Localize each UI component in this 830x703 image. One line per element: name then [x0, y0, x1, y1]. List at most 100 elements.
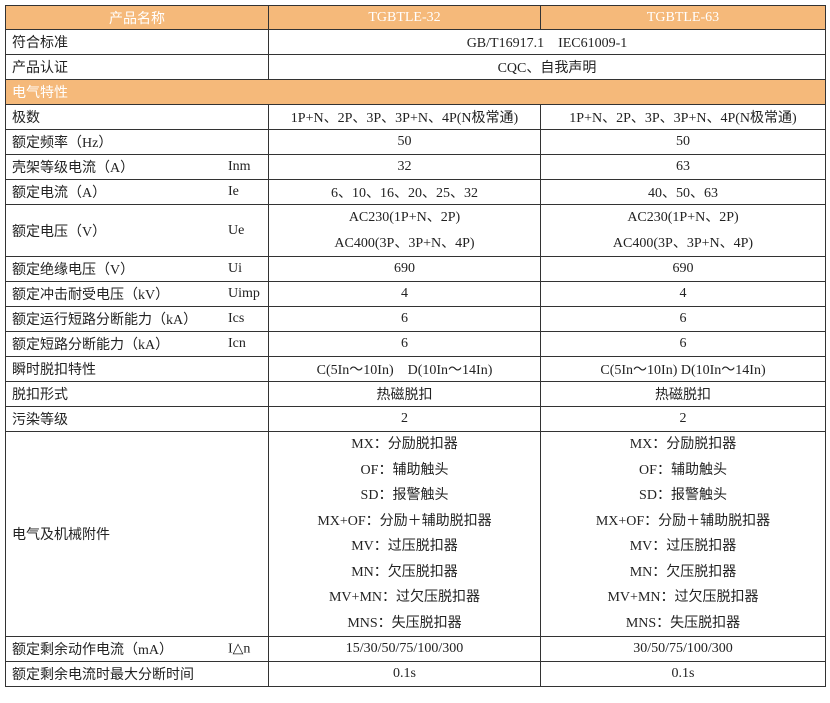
table-row: 瞬时脱扣特性 C(5In～10In) D(10In～14In) C(5In～10In…	[5, 356, 826, 382]
row-value-v2: 690	[540, 256, 826, 282]
row-symbol: Inm	[228, 159, 251, 174]
row-label: 额定电压（V）	[12, 224, 107, 240]
value-line: MNS：失压脱扣器	[347, 615, 462, 631]
value-line: 6	[401, 311, 408, 326]
row-value: CQC、自我声明	[268, 54, 826, 80]
row-value-v1: 6	[268, 331, 541, 357]
row-label: 符合标准	[5, 29, 269, 55]
row-value-v2: C(5In～10In) D(10In～14In)	[540, 356, 826, 382]
row-label: 额定短路分断能力（kA）	[12, 338, 170, 353]
row-label-cell: 额定剩余电流时最大分断时间	[5, 661, 269, 687]
table-row: 污染等级 2 2	[5, 406, 826, 432]
row-label: 额定剩余电流时最大分断时间	[12, 668, 194, 683]
value-line: SD：报警触头	[360, 488, 449, 503]
value-line: 4	[679, 286, 687, 301]
value-line: SD：报警触头	[639, 488, 727, 503]
row-label: 污染等级	[12, 413, 68, 428]
row-value-v1: 热磁脱扣	[268, 381, 541, 407]
value-line: 15/30/50/75/100/300	[345, 641, 464, 656]
table-row: 壳架等级电流（A） Inm 32 63	[5, 154, 826, 180]
row-label-cell: 额定频率（Hz）	[5, 129, 269, 155]
row-value-v2: 50	[540, 129, 826, 155]
value-line: MN：欠压脱扣器	[629, 564, 737, 580]
row-value-v1: 32	[268, 154, 541, 180]
value-line: C(5In～10In) D(10In～14In)	[600, 363, 766, 378]
row-label: 额定频率（Hz）	[12, 136, 113, 151]
value-line: 0.1s	[671, 666, 695, 681]
row-label-cell: 极数	[5, 104, 269, 130]
row-value-v2: 6	[540, 306, 826, 332]
row-value-v2: 0.1s	[540, 661, 826, 687]
row-value-v1: MX：分励脱扣器 OF：辅助触头 SD：报警触头 MX+OF：分励＋辅助脱扣器 MV：过…	[268, 431, 541, 637]
row-symbol: Ie	[228, 184, 239, 199]
table-row: 产品认证 CQC、自我声明	[5, 54, 826, 80]
value-line: AC400(3P、3P+N、4P)	[334, 235, 475, 251]
row-label: 额定剩余动作电流（mA）	[12, 643, 173, 658]
row-label-cell: 壳架等级电流（A） Inm	[5, 154, 269, 180]
table-row: 额定冲击耐受电压（kV） Uimp 4 4	[5, 281, 826, 307]
value-line: 热磁脱扣	[655, 388, 711, 403]
row-label-cell: 额定电压（V） Ue	[5, 204, 269, 257]
value-line: MNS：失压脱扣器	[625, 615, 741, 631]
value-line: MX+OF：分励＋辅助脱扣器	[317, 513, 492, 529]
header-row: 产品名称 TGBTLE-32 TGBTLE-63	[5, 5, 826, 30]
row-label: 额定冲击耐受电压（kV）	[12, 288, 170, 303]
value-line: OF：辅助触头	[639, 462, 727, 478]
table-row: 脱扣形式 热磁脱扣 热磁脱扣	[5, 381, 826, 407]
row-value-v1: 2	[268, 406, 541, 432]
row-label: 极数	[12, 111, 40, 126]
row-label: 额定运行短路分断能力（kA）	[12, 313, 198, 328]
value-line: MX：分励脱扣器	[629, 437, 737, 452]
value-line: 690	[672, 261, 694, 276]
value-line: 6、10、16、20、25、32	[331, 186, 478, 201]
header-name: 产品名称	[5, 5, 269, 30]
row-value-v2: MX：分励脱扣器 OF：辅助触头 SD：报警触头 MX+OF：分励＋辅助脱扣器 MV：过…	[540, 431, 826, 637]
row-value-v2: 2	[540, 406, 826, 432]
row-label-cell: 额定剩余动作电流（mA） I△n	[5, 636, 269, 662]
table-row: 电气及机械附件 MX：分励脱扣器 OF：辅助触头 SD：报警触头 MX+OF：分励＋辅助…	[5, 431, 826, 637]
row-value-v2: 6	[540, 331, 826, 357]
row-value-v1: 50	[268, 129, 541, 155]
value-line: 热磁脱扣	[376, 388, 433, 403]
row-value-v1: C(5In～10In) D(10In～14In)	[268, 356, 541, 382]
table-row: 额定频率（Hz） 50 50	[5, 129, 826, 155]
header-model-2: TGBTLE-63	[540, 5, 826, 30]
row-label-cell: 额定短路分断能力（kA） Icn	[5, 331, 269, 357]
value-line: 6	[401, 336, 408, 351]
row-value-v1: 15/30/50/75/100/300	[268, 636, 541, 662]
value-line: AC400(3P、3P+N、4P)	[612, 235, 754, 251]
table-row: 额定电压（V） Ue AC230(1P+N、2P) AC400(3P、3P+N、4P)…	[5, 204, 826, 257]
row-symbol: Ui	[228, 261, 242, 276]
value-line: 40、50、63	[648, 186, 718, 201]
row-label: 额定绝缘电压（V）	[12, 263, 135, 278]
table-row: 额定电流（A） Ie 6、10、16、20、25、32 40、50、63	[5, 179, 826, 205]
value-line: AC230(1P+N、2P)	[627, 210, 739, 225]
row-value: GB/T16917.1 IEC61009-1	[268, 29, 826, 55]
value-line: MX：分励脱扣器	[351, 437, 458, 452]
row-value-v1: 690	[268, 256, 541, 282]
table-row: 额定绝缘电压（V） Ui 690 690	[5, 256, 826, 282]
table-row: 额定剩余电流时最大分断时间 0.1s 0.1s	[5, 661, 826, 687]
row-label: 额定电流（A）	[12, 186, 107, 201]
value-line: 2	[679, 411, 687, 426]
row-symbol: Ue	[228, 222, 245, 238]
table-row: 额定短路分断能力（kA） Icn 6 6	[5, 331, 826, 357]
value-line: MV+MN：过欠压脱扣器	[328, 590, 480, 605]
table-row: 符合标准 GB/T16917.1 IEC61009-1	[5, 29, 826, 55]
row-label-cell: 瞬时脱扣特性	[5, 356, 269, 382]
row-value-v1: AC230(1P+N、2P) AC400(3P、3P+N、4P)	[268, 204, 541, 257]
value-line: 30/50/75/100/300	[633, 641, 733, 656]
row-value-v2: 1P+N、2P、3P、3P+N、4P(N极常通)	[540, 104, 826, 130]
row-label: 电气及机械附件	[12, 528, 110, 543]
value-line: 1P+N、2P、3P、3P+N、4P(N极常通)	[290, 111, 519, 126]
row-value-v1: 6、10、16、20、25、32	[268, 179, 541, 205]
row-label: 瞬时脱扣特性	[12, 363, 96, 378]
row-value-v1: 6	[268, 306, 541, 332]
value-line: 50	[397, 134, 412, 149]
value-line: 1P+N、2P、3P、3P+N、4P(N极常通)	[569, 111, 797, 126]
row-label: 产品认证	[5, 54, 269, 80]
row-label-cell: 额定绝缘电压（V） Ui	[5, 256, 269, 282]
row-value-v2: 热磁脱扣	[540, 381, 826, 407]
value-line: MN：欠压脱扣器	[351, 564, 458, 580]
value-line: OF：辅助触头	[360, 462, 449, 478]
